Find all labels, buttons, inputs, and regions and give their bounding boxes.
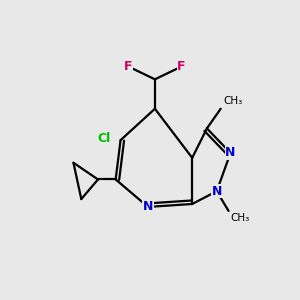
Text: N: N (225, 146, 236, 159)
Text: Cl: Cl (97, 132, 110, 145)
Text: F: F (177, 60, 186, 73)
Text: N: N (143, 200, 153, 213)
Text: F: F (124, 60, 133, 73)
Text: CH₃: CH₃ (231, 213, 250, 223)
Text: CH₃: CH₃ (223, 96, 242, 106)
Text: N: N (212, 185, 222, 198)
